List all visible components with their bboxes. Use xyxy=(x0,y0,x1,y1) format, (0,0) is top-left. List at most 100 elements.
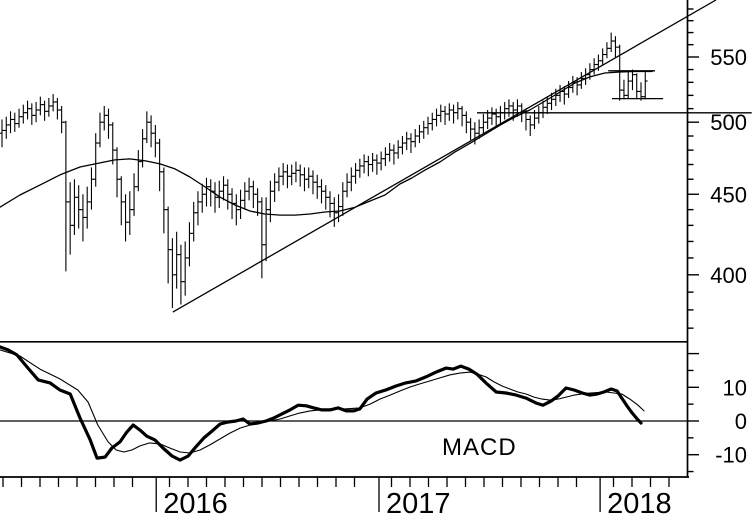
ohlc-bar xyxy=(161,167,167,234)
ohlc-bar xyxy=(310,170,316,195)
ohlc-bar xyxy=(178,244,184,305)
macd-axis-label: 10 xyxy=(723,375,747,400)
ohlc-bar xyxy=(199,183,205,213)
ohlc-bar xyxy=(417,124,422,144)
year-label: 2018 xyxy=(607,488,672,518)
ohlc-bar xyxy=(442,105,448,125)
ohlc-bar xyxy=(280,163,286,186)
ohlc-bar xyxy=(37,96,43,116)
ohlc-bar xyxy=(204,177,209,207)
ohlc-bar xyxy=(212,182,218,213)
trendline xyxy=(172,0,717,313)
ohlc-bar xyxy=(157,138,163,192)
ohlc-bar xyxy=(165,206,171,284)
price-axis-label: 450 xyxy=(710,182,747,207)
ohlc-bar xyxy=(272,173,278,202)
ohlc-bar xyxy=(412,129,418,148)
ohlc-bar xyxy=(404,131,410,151)
ohlc-bar xyxy=(225,179,231,210)
ohlc-bar xyxy=(148,115,154,148)
ohlc-bar xyxy=(374,154,380,175)
ohlc-bar xyxy=(370,152,376,172)
ohlc-bar xyxy=(408,133,414,153)
ohlc-bar xyxy=(84,186,90,229)
ohlc-bar xyxy=(314,174,320,199)
ohlc-bar xyxy=(276,167,282,192)
ohlc-bar xyxy=(246,177,252,201)
ohlc-bar xyxy=(625,72,631,99)
ohlc-bar xyxy=(451,104,456,124)
ohlc-bar xyxy=(242,182,248,210)
ohlc-bar xyxy=(59,105,65,134)
ohlc-bar xyxy=(285,164,290,189)
macd-axis-label: 0 xyxy=(735,409,747,434)
ohlc-bar xyxy=(634,73,640,100)
ohlc-bar xyxy=(498,105,503,124)
ohlc-bar xyxy=(114,147,120,198)
ohlc-bar xyxy=(195,191,201,226)
ohlc-bar xyxy=(16,108,22,128)
ohlc-bar xyxy=(131,173,137,216)
ohlc-bar xyxy=(29,103,35,125)
ohlc-bar xyxy=(191,201,197,242)
ohlc-bar xyxy=(306,167,312,189)
ohlc-bar xyxy=(50,94,56,112)
ohlc-bar xyxy=(323,185,329,210)
ohlc-bar xyxy=(97,112,103,148)
ohlc-bar xyxy=(118,176,124,226)
ohlc-bar xyxy=(638,82,644,101)
year-label: 2017 xyxy=(386,488,451,518)
ohlc-bar xyxy=(600,48,606,65)
ohlc-bar xyxy=(3,116,9,139)
ohlc-bar xyxy=(357,158,363,178)
ohlc-bar xyxy=(302,167,307,192)
ohlc-bar xyxy=(20,104,26,124)
ohlc-bar xyxy=(238,189,243,220)
ohlc-bar xyxy=(67,182,73,255)
ohlc-bar xyxy=(387,143,393,162)
ohlc-bar xyxy=(327,191,333,218)
price-axis-label: 400 xyxy=(710,263,747,288)
ohlc-bar xyxy=(233,194,239,226)
ohlc-bar xyxy=(361,154,367,174)
ohlc-bar xyxy=(459,105,465,127)
ohlc-bar xyxy=(33,101,39,123)
ohlc-bar xyxy=(267,180,273,223)
ohlc-bar xyxy=(621,79,627,100)
ohlc-bar xyxy=(221,176,226,201)
ohlc-bar xyxy=(642,72,648,100)
macd-line xyxy=(0,345,643,462)
macd-axis-label: -10 xyxy=(715,443,747,468)
ohlc-bar xyxy=(135,150,141,192)
ohlc-bar xyxy=(438,104,444,123)
ohlc-bar xyxy=(216,180,222,209)
ohlc-bar xyxy=(54,98,60,120)
ohlc-bar xyxy=(63,120,69,272)
ohlc-bar xyxy=(250,180,256,209)
ohlc-bar xyxy=(106,108,111,139)
ohlc-bar xyxy=(140,129,145,168)
ohlc-bar xyxy=(455,101,461,120)
ohlc-bar xyxy=(604,42,610,59)
ohlc-bar xyxy=(208,179,214,207)
ohlc-bar xyxy=(608,32,614,53)
ohlc-bar xyxy=(8,111,13,134)
ohlc-bar xyxy=(127,191,133,235)
ohlc-bar xyxy=(353,163,358,184)
ohlc-bar xyxy=(263,197,269,262)
ohlc-bar xyxy=(480,114,486,134)
ohlc-bar xyxy=(400,136,405,155)
ohlc-bar xyxy=(489,107,495,125)
ohlc-bar xyxy=(395,140,401,159)
ohlc-bar xyxy=(259,197,265,279)
ohlc-bar xyxy=(89,167,94,210)
ohlc-bar xyxy=(46,98,52,117)
ohlc-bar xyxy=(187,222,192,267)
ohlc-bar xyxy=(293,161,299,183)
ohlc-bar xyxy=(123,194,128,242)
ohlc-bar xyxy=(383,147,388,166)
ohlc-bar xyxy=(425,116,431,135)
macd-indicator-label: MACD xyxy=(442,434,517,461)
ohlc-bar xyxy=(76,185,82,229)
